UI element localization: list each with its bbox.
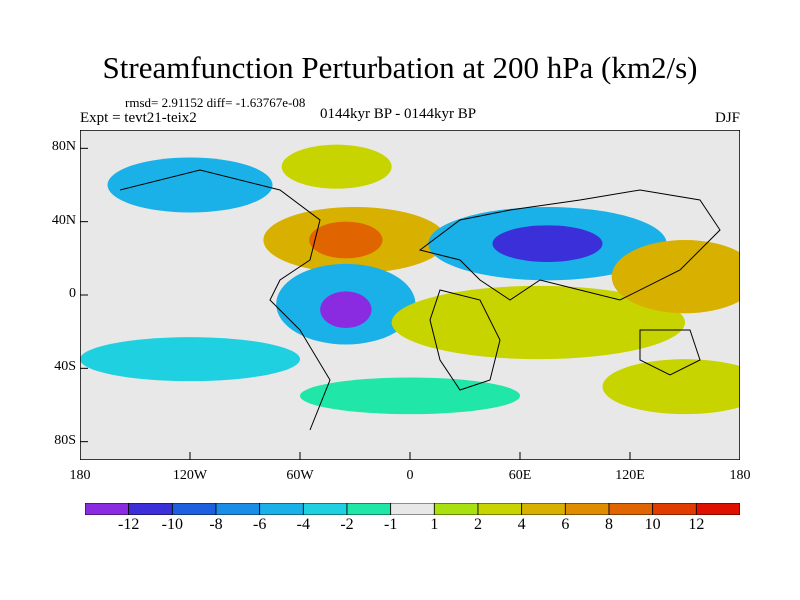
colorbar-cell-5 [302,503,348,515]
x-tick-label-0: 180 [69,468,91,483]
period-label: 0144kyr BP - 0144kyr BP [320,106,477,122]
experiment-label: Expt = tevt21-teix2 [80,110,197,126]
field-region-5 [320,291,372,328]
field-region-11 [80,337,300,382]
colorbar-cell-14 [695,503,740,515]
x-tick-label-1: 120W [172,468,208,483]
colorbar-cell-2 [171,503,217,515]
season-label: DJF [714,110,740,126]
colorbar-label-4: -4 [296,516,310,533]
axis-ticks [80,147,740,460]
x-tick-label-5: 120E [615,468,645,483]
colorbar-cell-4 [259,503,304,515]
colorbar-label-3: -6 [252,516,267,533]
colorbar-cell-8 [433,503,479,515]
colorbar-label-5: -2 [340,516,354,533]
field-region-6 [391,285,685,360]
field-region-8 [107,157,273,213]
colorbar-cell-12 [608,503,654,515]
colorbar [85,503,740,515]
field-regions [80,144,740,415]
colorbar-label-1: -10 [161,516,183,533]
field-region-1 [309,221,383,259]
y-tick-label-1: 40N [51,212,76,228]
colorbar-label-13: 12 [688,516,705,533]
colorbar-label-11: 8 [605,516,613,533]
colorbar-label-12: 10 [644,516,661,533]
y-tick-label-3: 40S [54,359,76,375]
field-region-7 [611,240,740,314]
field-region-12 [300,377,520,415]
map-title: Streamfunction Perturbation at 200 hPa (… [102,50,698,85]
colorbar-cell-7 [390,503,435,515]
colorbar-cell-0 [85,503,130,515]
colorbar-cell-3 [215,503,261,515]
colorbar-label-9: 4 [517,516,526,533]
y-tick-label-4: 80S [54,432,76,448]
x-tick-label-4: 60E [508,468,532,483]
colorbar-cell-10 [521,503,566,515]
x-tick-label-3: 0 [406,468,414,483]
colorbar-cell-9 [477,503,523,515]
x-tick-label-6: 180 [729,468,751,483]
colorbar-label-7: 1 [430,516,439,533]
colorbar-label-2: -8 [209,516,223,533]
field-region-9 [281,144,392,189]
colorbar-label-10: 6 [561,516,570,533]
colorbar-cell-13 [652,503,697,515]
y-tick-label-2: 0 [69,286,76,301]
field-region-10 [602,359,740,415]
y-tick-label-0: 80N [51,139,76,155]
colorbar-label-6: -1 [383,516,398,533]
colorbar-cell-6 [346,503,392,515]
colorbar-label-0: -12 [117,516,140,533]
map-plot [80,130,740,460]
coastlines [119,169,721,431]
colorbar-cell-11 [564,503,610,515]
field-region-3 [492,225,603,262]
stats-text: rmsd= 2.91152 diff= -1.63767e-08 [125,95,306,110]
x-tick-label-2: 60W [286,468,314,483]
colorbar-cell-1 [128,503,173,515]
colorbar-label-8: 2 [474,516,482,533]
